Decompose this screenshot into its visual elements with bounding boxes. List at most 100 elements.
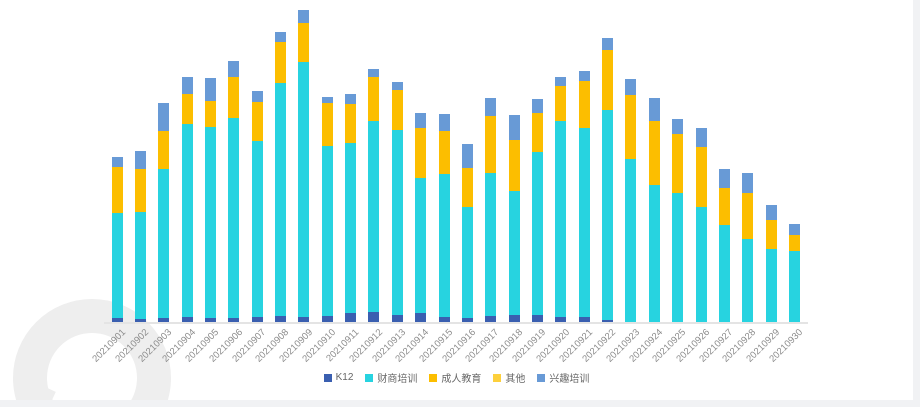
bar-segment-成人教育 xyxy=(765,220,777,249)
bar-segment-K12 xyxy=(181,317,193,322)
bar-20210928[interactable] xyxy=(742,173,754,322)
bar-segment-兴趣培训 xyxy=(672,119,684,134)
bar-segment-财商培训 xyxy=(321,146,333,316)
bar-segment-成人教育 xyxy=(111,167,123,213)
bar-20210929[interactable] xyxy=(765,205,777,322)
bar-segment-成人教育 xyxy=(275,42,287,83)
bar-segment-兴趣培训 xyxy=(485,98,497,116)
bar-20210925[interactable] xyxy=(672,119,684,322)
bar-segment-财商培训 xyxy=(461,207,473,318)
bar-segment-K12 xyxy=(555,317,567,322)
legend-item-财商培训[interactable]: 财商培训 xyxy=(365,370,417,385)
bar-segment-兴趣培训 xyxy=(555,77,567,86)
bar-segment-兴趣培训 xyxy=(415,113,427,128)
bar-20210918[interactable] xyxy=(508,115,520,322)
bar-segment-兴趣培训 xyxy=(765,205,777,220)
bar-segment-成人教育 xyxy=(345,104,357,143)
bar-segment-K12 xyxy=(321,316,333,322)
bar-20210906[interactable] xyxy=(228,61,240,322)
bar-20210913[interactable] xyxy=(391,82,403,322)
bar-segment-成人教育 xyxy=(742,193,754,239)
bar-segment-兴趣培训 xyxy=(438,114,450,131)
bar-20210927[interactable] xyxy=(718,169,730,322)
bar-20210922[interactable] xyxy=(602,38,614,322)
bar-20210917[interactable] xyxy=(485,98,497,322)
bar-segment-财商培训 xyxy=(602,110,614,320)
legend-item-K12[interactable]: K12 xyxy=(323,372,353,383)
bar-segment-成人教育 xyxy=(321,103,333,146)
legend-swatch-icon xyxy=(365,373,374,382)
bar-segment-兴趣培训 xyxy=(251,91,263,102)
bar-segment-兴趣培训 xyxy=(718,169,730,188)
bar-segment-成人教育 xyxy=(602,50,614,110)
legend-swatch-icon xyxy=(493,373,502,382)
bar-20210911[interactable] xyxy=(345,94,357,322)
bar-segment-K12 xyxy=(111,318,123,322)
bar-20210926[interactable] xyxy=(695,128,707,322)
bar-segment-财商培训 xyxy=(298,62,310,317)
bar-segment-兴趣培训 xyxy=(204,78,216,101)
legend-label: 财商培训 xyxy=(377,374,418,385)
bar-20210924[interactable] xyxy=(648,98,660,322)
bar-20210912[interactable] xyxy=(368,69,380,322)
bar-segment-成人教育 xyxy=(204,101,216,127)
bar-segment-K12 xyxy=(461,318,473,322)
bar-20210910[interactable] xyxy=(321,97,333,322)
bar-segment-财商培训 xyxy=(672,193,684,322)
bar-segment-财商培训 xyxy=(158,169,170,318)
bar-segment-兴趣培训 xyxy=(788,224,800,235)
bar-segment-财商培训 xyxy=(485,173,497,316)
bar-20210916[interactable] xyxy=(461,144,473,322)
x-axis-line xyxy=(104,322,808,324)
bar-20210915[interactable] xyxy=(438,114,450,322)
bar-segment-成人教育 xyxy=(625,95,637,159)
bar-20210907[interactable] xyxy=(251,91,263,322)
bar-segment-成人教育 xyxy=(672,134,684,193)
bar-20210920[interactable] xyxy=(555,77,567,322)
legend-label: 成人教育 xyxy=(441,374,482,385)
bar-20210908[interactable] xyxy=(275,32,287,322)
bar-segment-兴趣培训 xyxy=(228,61,240,77)
bar-20210921[interactable] xyxy=(578,71,590,322)
bar-20210914[interactable] xyxy=(415,113,427,322)
legend-label: 兴趣培训 xyxy=(549,374,590,385)
bar-segment-K12 xyxy=(134,319,146,322)
bar-segment-K12 xyxy=(368,312,380,322)
bar-20210904[interactable] xyxy=(181,77,193,322)
bar-segment-财商培训 xyxy=(718,225,730,322)
bar-segment-财商培训 xyxy=(251,141,263,317)
bar-segment-成人教育 xyxy=(298,23,310,62)
bar-segment-兴趣培训 xyxy=(695,128,707,147)
bar-segment-成人教育 xyxy=(508,140,520,191)
bar-segment-K12 xyxy=(438,317,450,322)
bar-20210901[interactable] xyxy=(111,157,123,322)
legend-item-兴趣培训[interactable]: 兴趣培训 xyxy=(537,370,589,385)
bar-segment-财商培训 xyxy=(134,212,146,319)
bar-20210919[interactable] xyxy=(531,99,543,322)
bar-segment-兴趣培训 xyxy=(345,94,357,104)
bar-segment-成人教育 xyxy=(578,81,590,128)
legend-item-成人教育[interactable]: 成人教育 xyxy=(429,370,481,385)
bar-segment-成人教育 xyxy=(648,121,660,185)
bar-segment-K12 xyxy=(578,317,590,322)
bar-segment-财商培训 xyxy=(228,118,240,318)
bar-20210905[interactable] xyxy=(204,78,216,322)
bar-segment-财商培训 xyxy=(368,121,380,312)
bar-segment-成人教育 xyxy=(461,168,473,207)
bar-20210923[interactable] xyxy=(625,79,637,322)
bar-20210903[interactable] xyxy=(158,103,170,322)
bar-segment-财商培训 xyxy=(695,207,707,322)
bar-segment-K12 xyxy=(275,316,287,322)
plot-area: 20210901 20210902 20210903 20210904 20210905… xyxy=(90,10,808,365)
legend-item-其他[interactable]: 其他 xyxy=(493,370,525,385)
bar-20210902[interactable] xyxy=(134,151,146,322)
bar-segment-兴趣培训 xyxy=(531,99,543,113)
bar-segment-财商培训 xyxy=(555,121,567,317)
bar-segment-财商培训 xyxy=(415,178,427,313)
bar-segment-K12 xyxy=(251,317,263,322)
bar-segment-财商培训 xyxy=(345,143,357,313)
bar-20210930[interactable] xyxy=(788,224,800,322)
bar-20210909[interactable] xyxy=(298,10,310,322)
bar-segment-兴趣培训 xyxy=(602,38,614,50)
bar-segment-成人教育 xyxy=(788,235,800,251)
